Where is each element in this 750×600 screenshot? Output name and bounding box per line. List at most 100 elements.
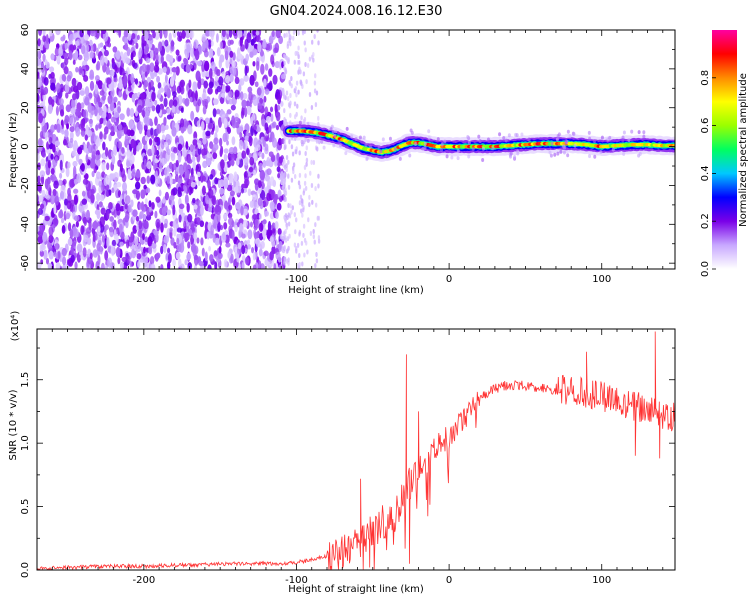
spectrogram-noise-cell <box>113 219 117 230</box>
spectrogram-noise-cell <box>286 248 289 254</box>
spectrogram-noise-cell <box>222 231 226 240</box>
spectrogram-noise-cell <box>295 111 298 117</box>
spectrogram-noise-cell <box>90 105 95 116</box>
spectrogram-noise-cell <box>290 83 293 89</box>
spectrogram-noise-cell <box>203 80 209 89</box>
spectrogram-noise-cell <box>257 42 262 53</box>
spectrogram-noise-cell <box>278 240 283 252</box>
spectrogram-noise-cell <box>85 44 90 53</box>
spectrogram-noise-cell <box>116 128 123 140</box>
spectrogram-noise-cell <box>138 123 143 135</box>
spectrogram-noise-cell <box>549 153 553 158</box>
spectrogram-noise-cell <box>154 31 160 41</box>
spectrogram-noise-cell <box>181 63 185 70</box>
spectrogram-noise-cell <box>227 251 231 259</box>
spectrogram-noise-cell <box>253 152 257 163</box>
spectrogram-noise-cell <box>103 126 109 135</box>
spectrogram-noise-cell <box>207 179 211 190</box>
spectrogram-noise-cell <box>329 127 333 132</box>
spectrogram-noise-cell <box>143 123 148 132</box>
spectrogram-noise-cell <box>170 152 176 162</box>
spectrogram-noise-cell <box>287 159 290 165</box>
spectrogram-noise-cell <box>272 228 276 234</box>
spectrogram-noise-cell <box>220 145 224 156</box>
spectrogram-noise-cell <box>467 154 471 159</box>
spectrogram-noise-cell <box>304 108 307 114</box>
spectrogram-noise-cell <box>124 214 129 223</box>
spectrogram-noise-cell <box>95 154 100 161</box>
spectrogram-noise-cell <box>70 254 75 263</box>
spectrogram-noise-cell <box>249 200 254 208</box>
spectrogram-noise-cell <box>70 199 75 207</box>
spectrogram-noise-cell <box>239 36 243 47</box>
spectrogram-noise-cell <box>171 66 177 73</box>
spectrogram-noise-cell <box>125 195 131 205</box>
spectrogram-noise-cell <box>169 227 173 233</box>
spectrogram-noise-cell <box>300 240 304 246</box>
spectrogram-noise-cell <box>283 182 286 188</box>
spectrogram-noise-cell <box>176 237 180 245</box>
spectrogram-noise-cell <box>173 146 178 154</box>
spectrogram-noise-cell <box>308 202 311 208</box>
spectrogram-noise-cell <box>67 238 73 246</box>
spectrogram-noise-cell <box>60 217 65 224</box>
spectrogram-noise-cell <box>214 237 220 246</box>
spectrogram-noise-cell <box>148 245 153 255</box>
spectrogram-noise-cell <box>61 265 67 269</box>
spectrogram-noise-cell <box>168 161 173 169</box>
spectrogram-noise-cell <box>289 112 292 118</box>
spectrogram-noise-cell <box>91 227 95 235</box>
spectrogram-noise-cell <box>222 213 228 220</box>
spectrogram-noise-cell <box>83 234 89 243</box>
spectrogram-noise-cell <box>292 35 295 41</box>
spectrogram-noise-cell <box>88 118 93 124</box>
spectrogram-noise-cell <box>135 225 140 231</box>
spectrogram-noise-cell <box>196 237 200 244</box>
spectrogram-noise-cell <box>60 36 66 42</box>
snr-y-tick-label: 1.5 <box>20 372 31 388</box>
spectrogram-noise-cell <box>54 195 60 206</box>
spectrogram-noise-cell <box>224 200 229 210</box>
spectrogram-noise-cell <box>107 257 113 269</box>
spectrogram-noise-cell <box>82 178 89 185</box>
spectrogram-noise-cell <box>262 159 267 168</box>
spectrogram-noise-cell <box>206 231 210 240</box>
spectrogram-noise-cell <box>103 229 107 235</box>
spectrogram-noise-cell <box>183 57 187 64</box>
spectrogram-noise-cell <box>76 81 83 91</box>
spectrogram-noise-cell <box>467 140 471 145</box>
spectrogram-noise-cell <box>290 209 293 215</box>
spectrogram-noise-cell <box>184 169 190 179</box>
spectrogram-noise-cell <box>315 90 319 96</box>
spectrogram-noise-cell <box>37 57 42 67</box>
spectrogram-noise-cell <box>107 94 113 105</box>
spectrogram-noise-cell <box>274 221 279 230</box>
spectrogram-noise-cell <box>267 82 273 92</box>
spectrogram-noise-cell <box>622 151 626 156</box>
spectrogram-noise-cell <box>141 109 146 117</box>
spectrogram-noise-cell <box>250 116 254 125</box>
spectrogram-noise-cell <box>294 51 297 57</box>
spectrogram-noise-cell <box>611 147 615 152</box>
spectrogram-noise-cell <box>148 200 152 208</box>
spectrogram-noise-cell <box>94 250 101 256</box>
colorbar-tick-label: 0.8 <box>700 70 711 86</box>
spectrogram-noise-cell <box>198 260 204 267</box>
spectrogram-x-tick-label: -100 <box>285 274 308 285</box>
spectrogram-noise-cell <box>118 223 123 234</box>
colorbar-tick-label: 0.6 <box>700 118 711 134</box>
spectrogram-noise-cell <box>272 121 277 128</box>
spectrogram-noise-cell <box>117 190 121 198</box>
spectrogram-noise-cell <box>593 138 597 143</box>
spectrogram-noise-cell <box>230 104 236 111</box>
spectrogram-noise-cell <box>290 144 294 150</box>
spectrogram-noise-cell <box>70 245 74 255</box>
spectrogram-noise-cell <box>301 30 305 34</box>
spectrogram-noise-cell <box>212 233 216 244</box>
spectrogram-noise-cell <box>280 100 284 107</box>
spectrogram-noise-cell <box>243 156 249 167</box>
spectrogram-noise-cell <box>219 137 223 147</box>
spectrogram-noise-cell <box>180 263 185 269</box>
spectrogram-noise-cell <box>99 216 106 228</box>
spectrogram-noise-cell <box>478 138 482 143</box>
